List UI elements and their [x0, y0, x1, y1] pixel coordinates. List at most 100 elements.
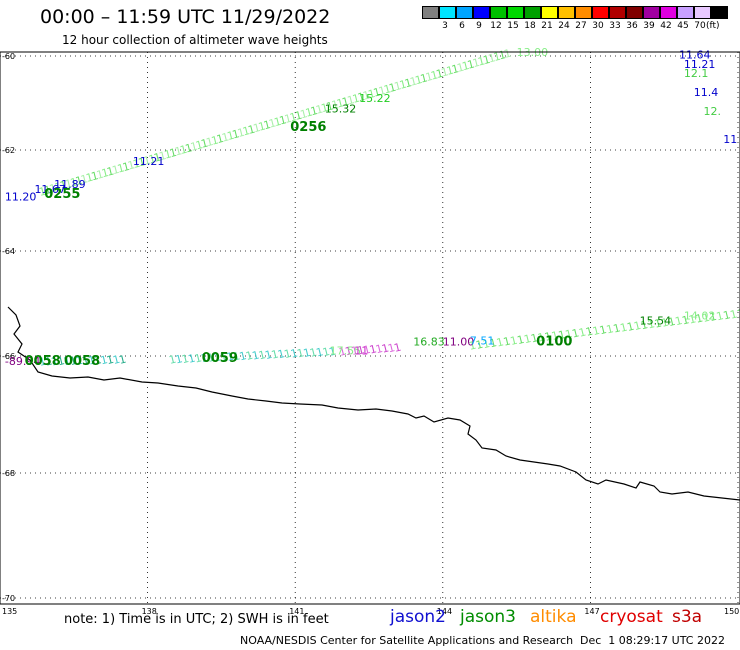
track-mark: 1: [220, 130, 230, 144]
track-mark: 1: [550, 329, 560, 343]
track-mark: 1: [315, 345, 325, 359]
colorbar-swatch: [626, 6, 643, 19]
track-mark: 1: [321, 345, 331, 359]
generated-timestamp: Dec 1 08:29:17 UTC 2022: [580, 634, 725, 647]
track-mark: 1: [445, 64, 455, 78]
map-frame: [0, 51, 740, 605]
lat-tick-label: -70: [2, 594, 15, 603]
track-mark: 1: [482, 53, 492, 67]
track-mark: 1: [461, 59, 471, 73]
track-mark: 1: [231, 127, 241, 141]
track-mark: 1: [646, 317, 656, 331]
lon-tick-label: 135: [2, 607, 17, 616]
track-mark: 1: [429, 68, 439, 82]
track-mark: 1: [578, 325, 588, 339]
colorbar-swatch: [507, 6, 524, 19]
wave-height-label: 15.32: [325, 102, 357, 115]
wave-height-label: 11.4: [694, 86, 719, 99]
colorbar-swatch: [609, 6, 626, 19]
track-mark: 1: [509, 334, 519, 348]
lon-tick-label: 138: [142, 607, 157, 616]
wave-height-labels: 11.2011.6711.89025511.2115.3215.2213.000…: [5, 46, 737, 369]
track-mark: 1: [81, 354, 91, 368]
track-mark: 1: [296, 346, 306, 360]
track-mark: 1: [50, 354, 60, 368]
track-mark: 1: [626, 320, 636, 334]
track-mark: 1: [270, 347, 280, 361]
track-mark: 1: [497, 48, 507, 62]
track-mark: 1: [118, 353, 128, 367]
track-mark: 1: [232, 349, 242, 363]
lon-tick-label: 147: [584, 607, 599, 616]
track-mark: 1: [308, 346, 318, 360]
track-mark: 1: [557, 328, 567, 342]
track-mark: 1: [667, 315, 677, 329]
track-mark: 1: [215, 132, 225, 146]
track-mark: 1: [64, 177, 74, 191]
wave-height-label: 17.55: [330, 344, 362, 357]
track-mark: 1: [74, 174, 84, 188]
track-mark: 1: [715, 309, 725, 323]
colorbar-label: 12: [490, 21, 502, 31]
colorbar-swatch: [541, 6, 558, 19]
track-mark: 1: [543, 330, 553, 344]
lat-tick-label: -62: [2, 146, 15, 155]
track-mark: 1: [68, 354, 78, 368]
lon-tick-label: 144: [437, 607, 452, 616]
track-mark: 1: [193, 351, 203, 365]
track-mark: 1: [252, 121, 262, 135]
track-mark: 1: [409, 75, 419, 89]
track-mark: 1: [283, 112, 293, 126]
track-mark: 1: [38, 355, 48, 369]
track-mark: 1: [598, 323, 608, 337]
wave-height-label: 0059: [202, 351, 238, 366]
track-mark: 1: [633, 319, 643, 333]
track-mark: 1: [612, 321, 622, 335]
colorbar-label: 33: [609, 21, 621, 31]
credit-text: NOAA/NESDIS Center for Satellite Applica…: [240, 634, 574, 647]
track-mark: 1: [605, 322, 615, 336]
colorbar-label: 9: [476, 21, 482, 31]
track-mark: 1: [474, 338, 484, 352]
track-mark: 1: [346, 93, 356, 107]
track-mark: 1: [137, 155, 147, 169]
satellite-tracks: 1111111111111111111111111111111111111111…: [38, 47, 740, 369]
track-mark: 1: [210, 133, 220, 147]
note-text: note: 1) Time is in UTC; 2) SWH is in fe…: [64, 612, 329, 627]
track-mark: 1: [100, 166, 110, 180]
wave-height-label: 11.67: [34, 183, 66, 196]
wave-height-label: 12.1: [684, 67, 709, 80]
track-mark: 1: [53, 180, 63, 194]
track-mark: 1: [424, 70, 434, 84]
track-mark: 1: [158, 149, 168, 163]
track-mark: 1: [335, 96, 345, 110]
track-mark: 1: [206, 351, 216, 365]
wave-height-label: 11: [354, 344, 368, 357]
lon-tick-label: 141: [289, 607, 304, 616]
track-mark: 1: [257, 348, 267, 362]
track-mark: 1: [701, 311, 711, 325]
track-mark: 1: [529, 331, 539, 345]
track-mark: 1: [153, 150, 163, 164]
colorbar-swatch: [643, 6, 660, 19]
track-mark: 1: [736, 307, 740, 321]
track-mark: 1: [187, 352, 197, 366]
page-title: 00:00 – 11:59 UTC 11/29/2022: [40, 6, 331, 28]
colorbar-swatch: [490, 6, 507, 19]
track-mark: 1: [516, 333, 526, 347]
track-mark: 1: [414, 73, 424, 87]
wave-height-label: 11.00: [443, 336, 475, 349]
colorbar-swatch: [592, 6, 609, 19]
colorbar-label: 18: [524, 21, 536, 31]
track-mark: 1: [362, 343, 372, 357]
track-mark: 1: [403, 76, 413, 90]
legend-altika: altika: [530, 607, 577, 627]
track-mark: 1: [257, 119, 267, 133]
track-mark: 1: [58, 178, 68, 192]
wave-height-label: 12.: [704, 105, 722, 118]
track-mark: 1: [43, 183, 53, 197]
track-mark: 1: [132, 157, 142, 171]
track-mark: 1: [200, 137, 210, 151]
colorbar-label: 27: [575, 21, 587, 31]
